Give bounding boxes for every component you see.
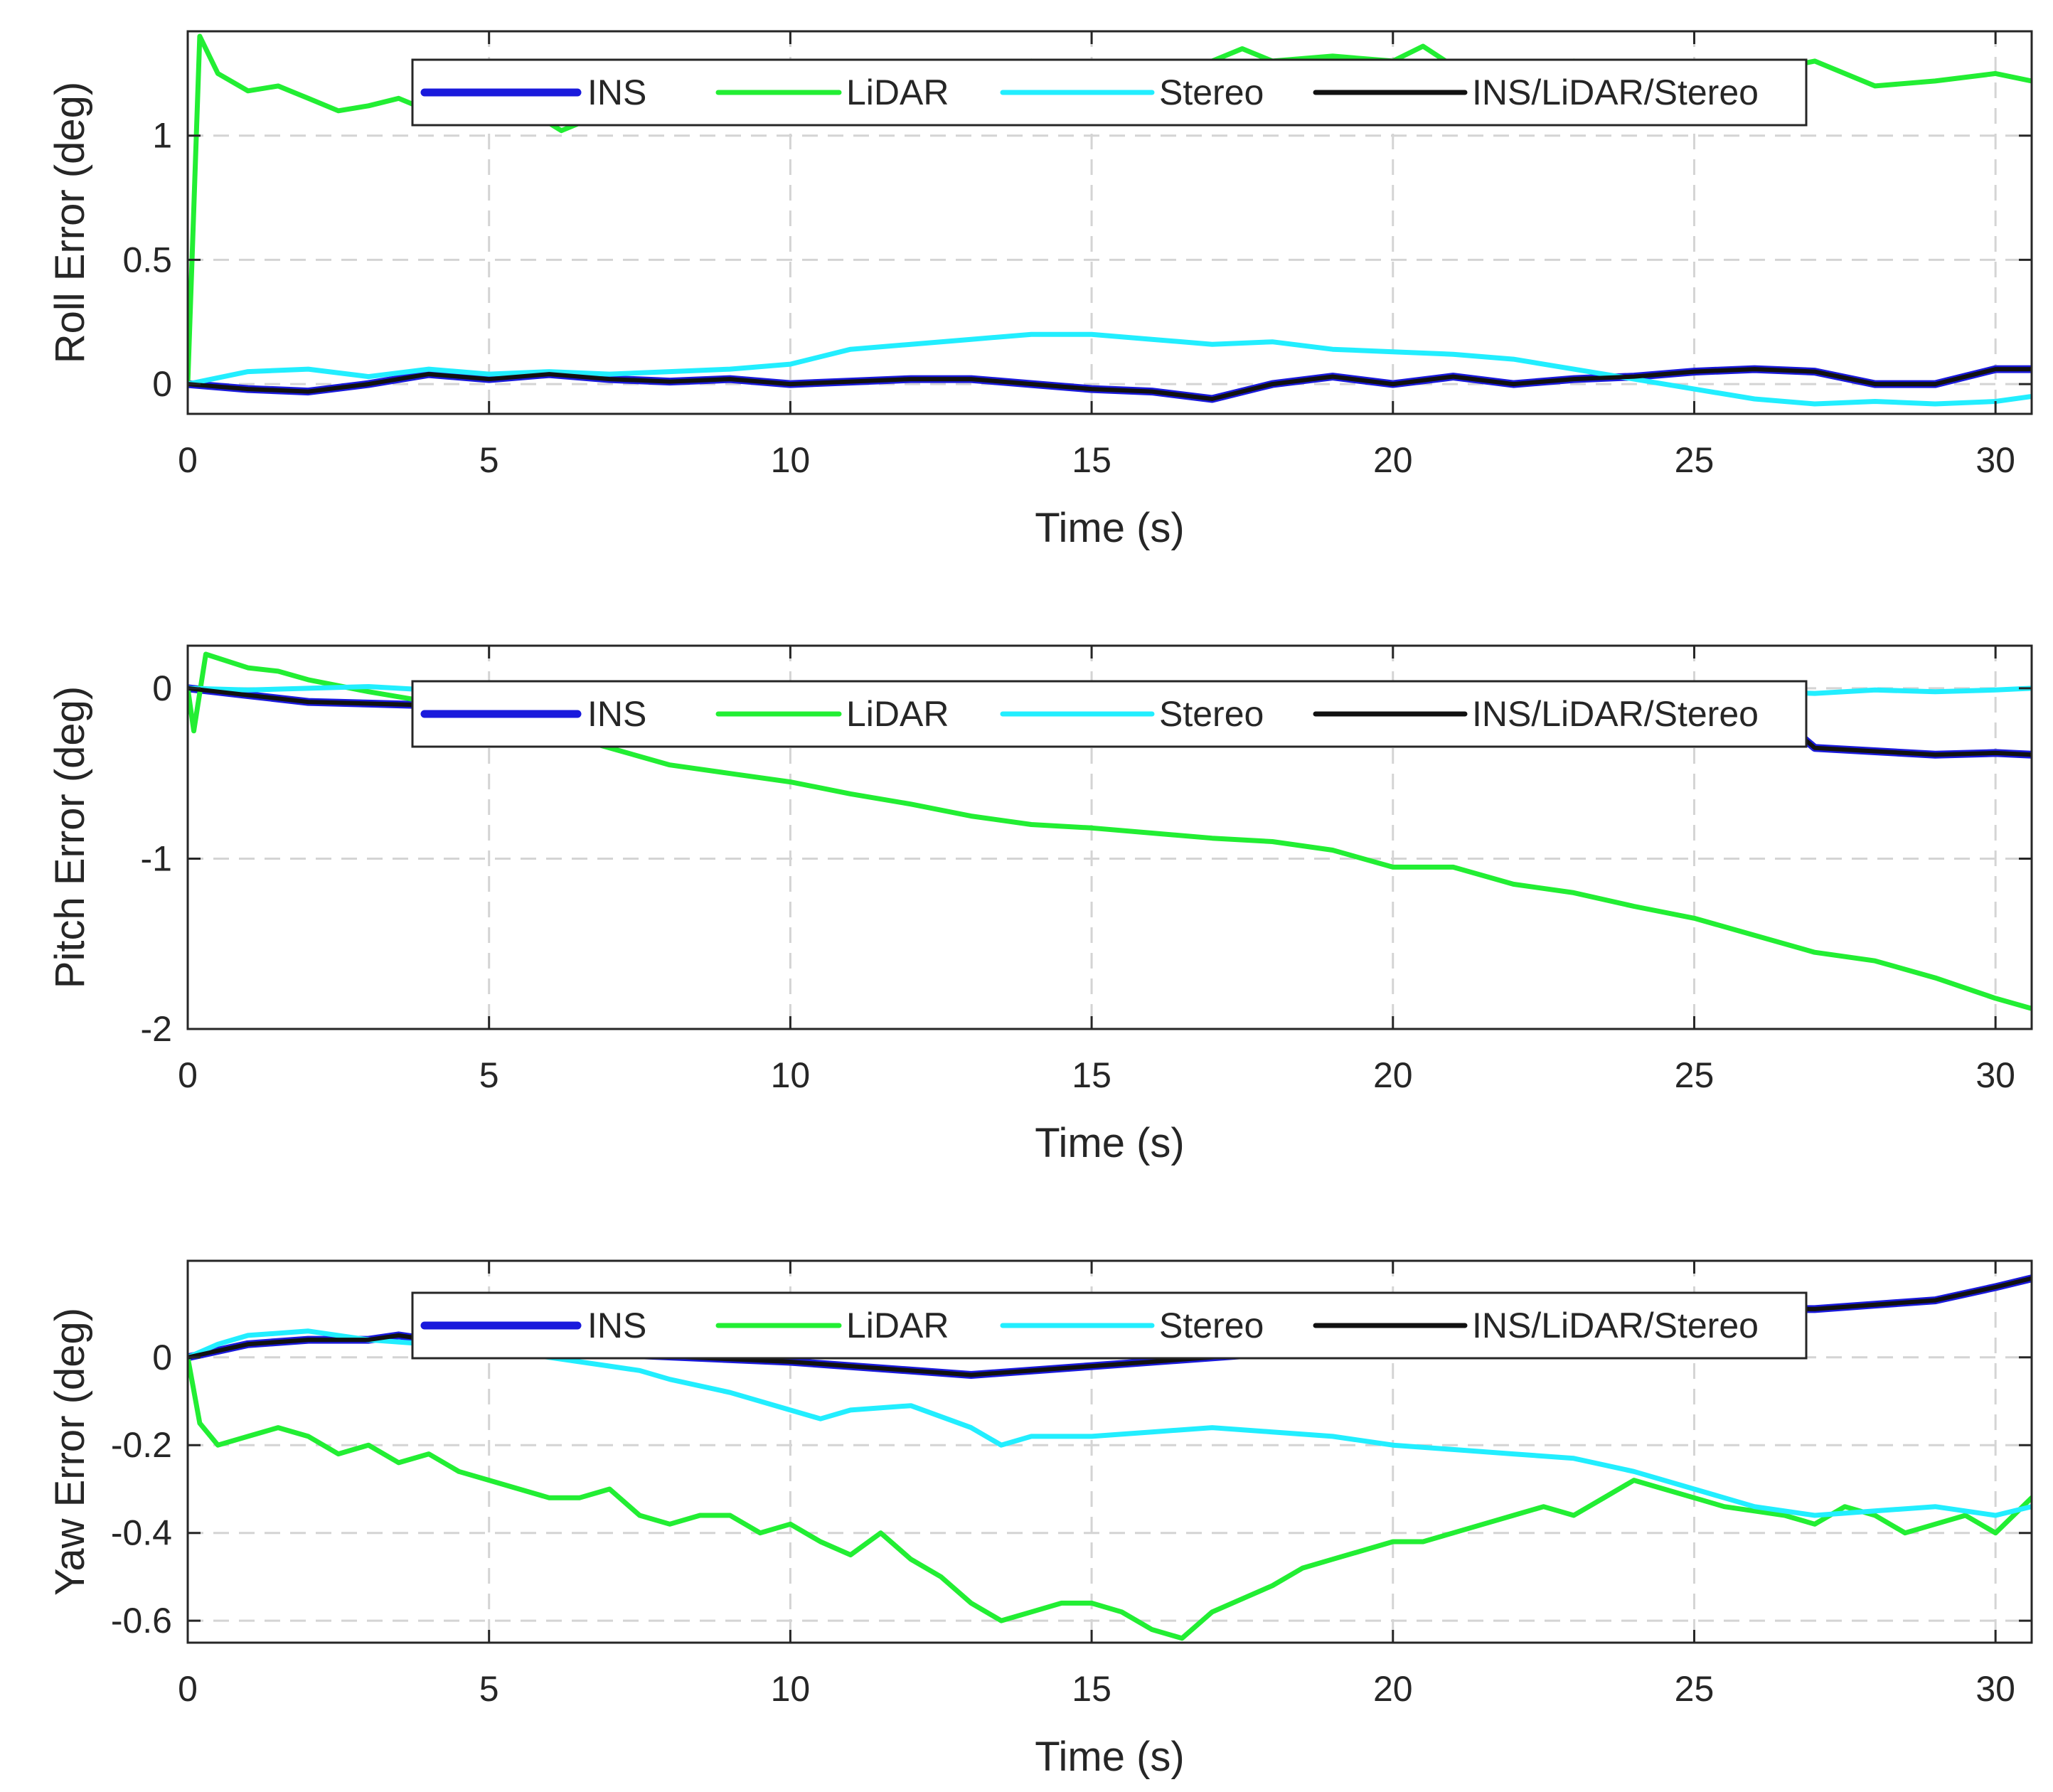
x-tick-label: 5 [479, 1055, 499, 1095]
x-tick-label: 25 [1675, 1055, 1715, 1095]
x-tick-label: 15 [1072, 440, 1111, 480]
x-tick-label: 20 [1373, 440, 1413, 480]
legend: INS LiDAR Stereo INS/LiDAR/Stereo [411, 58, 1808, 127]
x-tick-label: 0 [178, 1055, 198, 1095]
series-line-ins-lidar-stereo [188, 367, 2032, 401]
chart-panel-2: 0 5 10 15 20 25 30 -2 -1 0 Time (s) Pitch Error (de… [47, 644, 2033, 1166]
series-line-lidar [188, 651, 2032, 1011]
x-tick-label: 0 [178, 440, 198, 480]
axes-box [186, 1259, 2033, 1644]
legend: INS LiDAR Stereo INS/LiDAR/Stereo [411, 1291, 1808, 1360]
x-tick-label: 20 [1373, 1055, 1413, 1095]
x-tick-label: 20 [1373, 1669, 1413, 1709]
legend-label-ins-lidar-stereo: INS/LiDAR/Stereo [1472, 694, 1759, 734]
y-tick-label: 0 [152, 364, 172, 404]
legend-label-lidar: LiDAR [846, 694, 949, 734]
x-tick-label: 5 [479, 440, 499, 480]
y-tick-label: -0.6 [111, 1601, 172, 1641]
legend-label-stereo: Stereo [1159, 694, 1264, 734]
y-axis-label: Yaw Error (deg) [47, 1308, 93, 1596]
series-line-stereo [188, 331, 2032, 407]
legend-label-lidar: LiDAR [846, 1306, 949, 1345]
legend-label-ins-lidar-stereo: INS/LiDAR/Stereo [1472, 73, 1759, 112]
x-tick-label: 15 [1072, 1055, 1111, 1095]
y-tick-label: -1 [141, 838, 172, 878]
chart-panel-1: 0 5 10 15 20 25 30 0 0.5 1 Time (s) Roll Error (deg… [47, 30, 2033, 551]
y-tick-label: 0.5 [122, 240, 172, 279]
legend-label-lidar: LiDAR [846, 73, 949, 112]
x-tick-label: 30 [1975, 1055, 2015, 1095]
legend-label-ins: INS [587, 694, 646, 734]
y-tick-label: -0.2 [111, 1425, 172, 1465]
legend-label-stereo: Stereo [1159, 73, 1264, 112]
x-tick-label: 0 [178, 1669, 198, 1709]
x-tick-label: 30 [1975, 440, 2015, 480]
x-tick-label: 30 [1975, 1669, 2015, 1709]
y-tick-label: 1 [152, 116, 172, 156]
x-tick-label: 10 [771, 440, 811, 480]
legend-label-ins: INS [587, 1306, 646, 1345]
y-tick-label: 0 [152, 1338, 172, 1377]
axes-box [186, 644, 2033, 1030]
x-tick-label: 10 [771, 1669, 811, 1709]
x-tick-label: 10 [771, 1055, 811, 1095]
x-axis-label: Time (s) [1035, 505, 1184, 551]
x-tick-label: 25 [1675, 440, 1715, 480]
axes-box [186, 30, 2033, 415]
y-tick-label: 0 [152, 668, 172, 708]
series-line-lidar [188, 1355, 2032, 1641]
x-tick-label: 15 [1072, 1669, 1111, 1709]
chart-panel-3: 0 5 10 15 20 25 30 -0.6 -0.4 -0.2 0 Time (s) Yaw Err… [47, 1259, 2033, 1780]
y-axis-label: Roll Error (deg) [47, 82, 93, 363]
y-tick-label: -0.4 [111, 1513, 172, 1553]
y-axis-label: Pitch Error (deg) [47, 686, 93, 988]
legend: INS LiDAR Stereo INS/LiDAR/Stereo [411, 680, 1808, 748]
x-tick-label: 25 [1675, 1669, 1715, 1709]
legend-label-ins: INS [587, 73, 646, 112]
x-axis-label: Time (s) [1035, 1120, 1184, 1166]
x-tick-label: 5 [479, 1669, 499, 1709]
x-axis-label: Time (s) [1035, 1734, 1184, 1780]
y-tick-label: -2 [141, 1009, 172, 1049]
legend-label-ins-lidar-stereo: INS/LiDAR/Stereo [1472, 1306, 1759, 1345]
legend-label-stereo: Stereo [1159, 1306, 1264, 1345]
